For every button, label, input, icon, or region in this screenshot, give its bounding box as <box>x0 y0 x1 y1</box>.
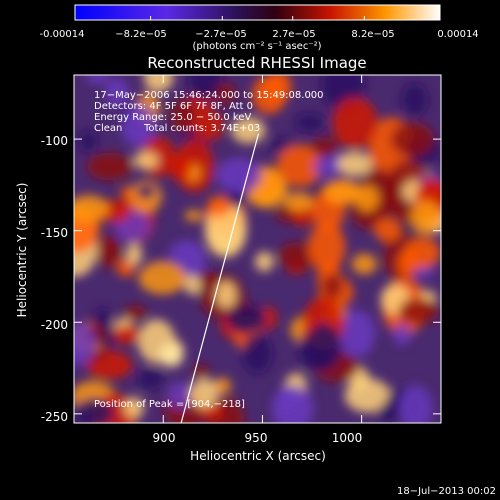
y-axis-label: Heliocentric Y (arcsec) <box>15 183 29 318</box>
x-tick-label: 1000 <box>332 431 363 445</box>
heatmap <box>74 75 441 423</box>
annotation-detectors: Detectors: 4F 5F 6F 7F 8F, Att 0 <box>94 101 253 112</box>
annotation-peak: Position of Peak = [904,−218] <box>94 399 245 410</box>
colorbar-tick-label: 8.2e−05 <box>351 29 394 40</box>
colorbar-tick-label: -0.00014 <box>40 29 85 40</box>
colorbar-tick-label: −2.7e−05 <box>195 29 247 40</box>
annotation-energy: Energy Range: 25.0 − 50.0 keV <box>94 112 251 123</box>
y-tick-label: -200 <box>41 318 68 332</box>
annotation-time: 17−May−2006 15:46:24.000 to 15:49:08.000 <box>94 90 324 101</box>
chart-title: Reconstructed RHESSI Image <box>147 54 366 72</box>
y-tick-label: -250 <box>41 410 68 424</box>
colorbar-tick-label: −8.2e−05 <box>115 29 167 40</box>
colorbar-unit-label: (photons cm⁻² s⁻¹ asec⁻²) <box>192 41 321 52</box>
footer-timestamp: 18−Jul−2013 00:02 <box>397 486 496 497</box>
x-axis-label: Heliocentric X (arcsec) <box>190 449 326 463</box>
x-tick-label: 900 <box>153 431 176 445</box>
y-axis-ticks <box>74 138 441 415</box>
annotation-counts: Total counts: 3.74E+03 <box>143 123 260 134</box>
x-axis-ticks <box>162 75 363 423</box>
colorbar-tick-label: 0.00014 <box>437 29 478 40</box>
plot-frame <box>73 74 442 424</box>
colorbar <box>74 4 441 21</box>
solar-limb-line <box>180 133 260 424</box>
colorbar-tick-label: 2.7e−05 <box>272 29 315 40</box>
colorbar-ticks <box>74 16 441 20</box>
y-tick-label: -100 <box>41 134 68 148</box>
x-tick-label: 950 <box>245 431 268 445</box>
y-tick-label: -150 <box>41 226 68 240</box>
annotation-method: Clean <box>94 123 122 134</box>
